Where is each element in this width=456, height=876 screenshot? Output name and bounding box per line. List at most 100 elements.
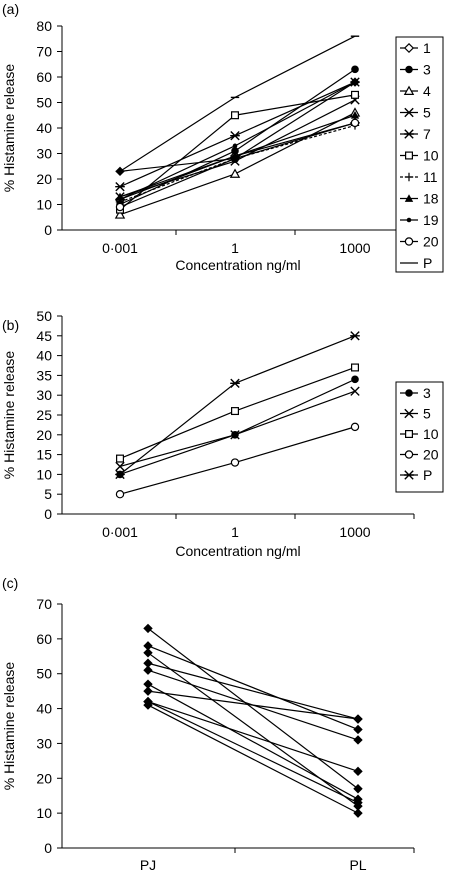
data-point <box>115 166 125 177</box>
pair-segment <box>147 701 359 772</box>
legend-marker <box>404 470 414 480</box>
x-tick-label: 1 <box>231 240 239 256</box>
y-tick-label: 50 <box>36 308 52 324</box>
legend-marker <box>404 129 414 139</box>
data-point <box>350 331 360 341</box>
series-line <box>119 335 356 475</box>
y-tick-label: 0 <box>44 506 52 522</box>
data-point <box>230 430 240 440</box>
legend-label: P <box>423 255 432 271</box>
y-tick-label: 10 <box>36 197 52 213</box>
data-point <box>115 469 125 480</box>
x-axis-title: Concentration ng/ml <box>175 257 300 273</box>
legend-label: 4 <box>423 83 431 99</box>
legend-label: P <box>423 467 432 483</box>
legend-marker <box>404 450 414 459</box>
y-tick-label: 50 <box>36 666 52 682</box>
data-point <box>143 658 153 668</box>
y-tick-label: 30 <box>36 387 52 403</box>
chart-panel-c: (c) 0 10 20 30 40 50 60 70 PJ PL % Histamine releas… <box>1 575 415 873</box>
pair-line <box>143 700 363 818</box>
y-tick-label: 40 <box>36 120 52 136</box>
data-point <box>143 686 153 696</box>
chart-panel-a: (a) 0 10 20 30 40 50 60 70 80 0·001 1 1000 Concentrat… <box>1 1 444 273</box>
legend-label: 5 <box>423 406 431 422</box>
legend-item: 18 <box>400 191 439 207</box>
data-point <box>230 378 240 389</box>
y-tick-label: 0 <box>44 222 52 238</box>
y-tick-label: 30 <box>36 146 52 162</box>
pair-line <box>143 696 363 808</box>
legend-label: 10 <box>423 148 439 164</box>
pair-segment <box>147 662 359 720</box>
data-point <box>232 143 238 149</box>
pair-segment <box>147 704 359 814</box>
data-point <box>115 461 125 472</box>
legend: 3 5 10 20 P <box>395 381 444 493</box>
data-point <box>229 168 241 178</box>
x-axis-title: Concentration ng/ml <box>175 543 300 559</box>
data-point <box>115 490 125 499</box>
data-point <box>143 665 153 675</box>
pair-line <box>143 686 363 724</box>
series-line <box>119 390 356 468</box>
data-point <box>230 130 240 141</box>
pair-segment <box>147 627 359 790</box>
data-point <box>350 118 360 128</box>
legend-item: 10 <box>400 426 439 442</box>
data-point <box>353 735 363 745</box>
pair-segment <box>147 683 359 800</box>
data-point <box>353 724 363 735</box>
legend-item: 5 <box>400 406 431 422</box>
x-tick-label: 1 <box>231 524 239 540</box>
legend-item: P <box>400 467 432 483</box>
y-tick-label: 10 <box>36 466 52 482</box>
panel-label: (c) <box>2 575 18 591</box>
data-point <box>143 641 153 651</box>
legend-item: 19 <box>400 212 439 228</box>
legend-marker <box>405 430 414 439</box>
y-tick-label: 80 <box>36 18 52 34</box>
data-point <box>351 363 360 372</box>
legend: 1 3 4 5 7 10 11 18 19 20 P <box>395 36 444 273</box>
data-point <box>353 766 363 777</box>
y-tick-label: 40 <box>36 348 52 364</box>
data-point <box>117 197 123 202</box>
y-tick-label: 25 <box>36 407 52 423</box>
data-point <box>115 454 124 463</box>
data-point <box>231 407 240 416</box>
legend-marker <box>404 194 414 202</box>
data-point <box>353 797 363 808</box>
legend-marker <box>405 65 413 74</box>
legend-marker <box>404 408 414 419</box>
legend-label: 18 <box>423 191 439 207</box>
pair-segment <box>147 701 359 804</box>
y-tick-label: 20 <box>36 770 52 786</box>
y-tick-label: 10 <box>36 805 52 821</box>
series-5 <box>115 386 360 472</box>
legend-marker <box>404 172 414 182</box>
x-tick-label: PJ <box>140 857 156 873</box>
legend-label: 7 <box>423 126 431 142</box>
legend-item: 4 <box>400 83 431 99</box>
legend-label: 3 <box>423 385 431 401</box>
data-point <box>351 65 359 74</box>
data-point <box>351 90 360 99</box>
data-point <box>114 209 126 219</box>
legend-marker <box>403 42 415 54</box>
data-point <box>350 422 360 432</box>
legend-label: 20 <box>423 234 439 250</box>
pair-line <box>143 658 363 724</box>
x-tick-label: 0·001 <box>102 240 138 256</box>
legend-marker <box>404 237 414 246</box>
y-tick-label: 20 <box>36 427 52 443</box>
legend-item: 3 <box>400 385 431 401</box>
y-tick-label: 15 <box>36 447 52 463</box>
data-point <box>350 77 360 87</box>
y-tick-label: 70 <box>36 596 52 612</box>
x-tick-label: 1000 <box>339 240 370 256</box>
panel-label: (a) <box>2 1 19 17</box>
data-point <box>231 111 240 120</box>
legend-item: 7 <box>400 126 431 142</box>
